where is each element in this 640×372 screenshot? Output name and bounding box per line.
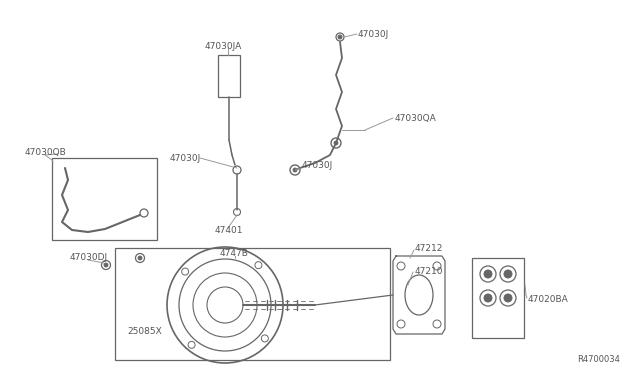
Text: 47401: 47401 bbox=[215, 225, 243, 234]
Text: 47030QB: 47030QB bbox=[25, 148, 67, 157]
Bar bbox=[52, 158, 157, 240]
Circle shape bbox=[504, 270, 512, 278]
Text: 47030JA: 47030JA bbox=[205, 42, 243, 51]
Circle shape bbox=[338, 35, 342, 39]
Text: 47212: 47212 bbox=[415, 244, 444, 253]
Circle shape bbox=[484, 270, 492, 278]
Text: 47030J: 47030J bbox=[170, 154, 201, 163]
Text: 47030J: 47030J bbox=[358, 29, 389, 38]
Circle shape bbox=[293, 168, 297, 172]
Text: 47030DJ: 47030DJ bbox=[70, 253, 108, 263]
Text: 47030QA: 47030QA bbox=[395, 113, 436, 122]
Circle shape bbox=[504, 294, 512, 302]
Text: 47020BA: 47020BA bbox=[528, 295, 569, 305]
Text: 4747B: 4747B bbox=[220, 250, 249, 259]
Text: 47210: 47210 bbox=[415, 267, 444, 276]
Bar bbox=[472, 258, 524, 338]
Circle shape bbox=[484, 294, 492, 302]
Bar bbox=[218, 55, 240, 97]
Circle shape bbox=[334, 141, 338, 145]
Text: 25085X: 25085X bbox=[127, 327, 162, 337]
Bar bbox=[115, 248, 390, 360]
Circle shape bbox=[138, 256, 142, 260]
Circle shape bbox=[104, 263, 108, 267]
Text: R4700034: R4700034 bbox=[577, 356, 620, 365]
Text: 47030J: 47030J bbox=[302, 160, 333, 170]
